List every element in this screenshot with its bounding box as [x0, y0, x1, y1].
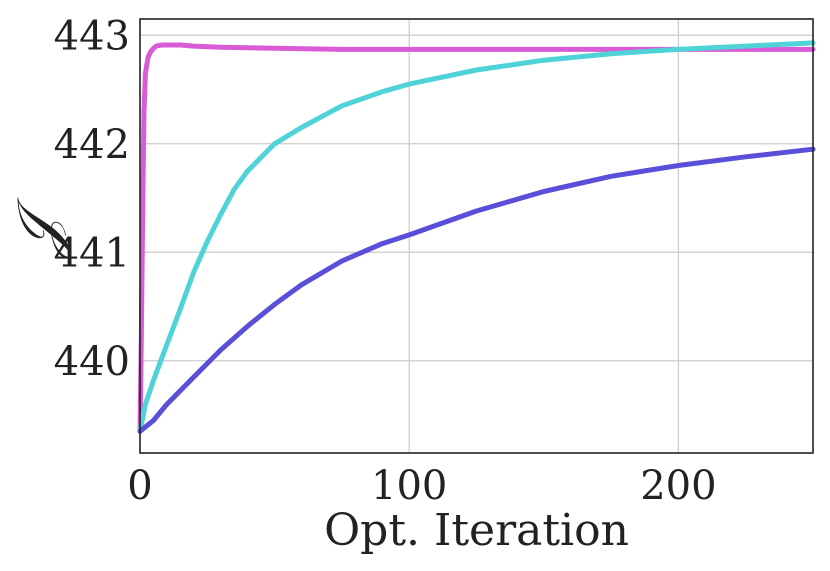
y-tick-label: 440	[54, 339, 130, 385]
y-tick-label: 442	[54, 122, 130, 168]
y-tick-labels: 440 441 442 443	[54, 13, 130, 385]
x-tick-label: 100	[371, 463, 447, 509]
series-lines	[137, 40, 816, 434]
plot-frame	[139, 18, 814, 454]
x-axis-label: Opt. Iteration	[324, 505, 629, 556]
grid-lines	[139, 19, 813, 453]
y-tick-label: 443	[54, 13, 130, 59]
x-tick-labels: 0 100 200	[127, 463, 716, 509]
x-tick-label: 0	[127, 463, 152, 509]
series-line-0	[137, 42, 816, 434]
y-tick-label: 441	[54, 230, 130, 276]
series-line-1	[137, 40, 816, 434]
y-axis-label: 𝒥	[4, 197, 72, 259]
series-line-2	[137, 146, 816, 434]
x-tick-label: 200	[640, 463, 716, 509]
